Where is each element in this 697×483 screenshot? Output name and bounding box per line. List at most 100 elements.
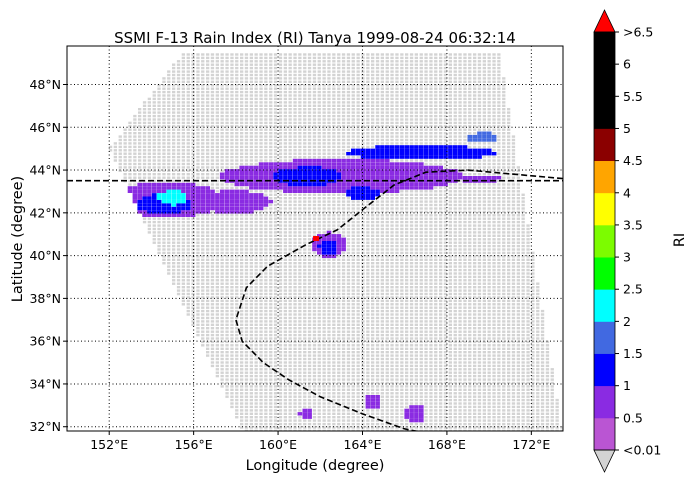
- swath-pixel: [244, 361, 249, 364]
- swath-pixel: [434, 238, 438, 241]
- swath-pixel: [511, 426, 516, 429]
- swath-pixel: [487, 289, 491, 292]
- swath-pixel: [424, 217, 428, 220]
- chart-title: SSMI F-13 Rain Index (RI) Tanya 1999-08-…: [114, 29, 516, 47]
- swath-pixel: [235, 316, 239, 320]
- swath-pixel: [254, 351, 258, 354]
- swath-pixel: [468, 419, 472, 422]
- swath-pixel: [453, 330, 457, 333]
- swath-pixel: [424, 340, 428, 344]
- swath-pixel: [259, 238, 263, 241]
- swath-pixel: [375, 279, 380, 282]
- swath-pixel: [405, 193, 409, 196]
- swath-pixel: [371, 351, 375, 354]
- swath-pixel: [468, 337, 472, 340]
- swath-pixel: [521, 234, 525, 237]
- swath-pixel: [439, 320, 443, 323]
- swath-pixel: [371, 289, 375, 292]
- swath-pixel: [385, 306, 389, 309]
- swath-pixel: [482, 309, 486, 313]
- swath-pixel: [303, 385, 307, 388]
- swath-pixel: [390, 426, 394, 429]
- swath-pixel: [434, 388, 438, 391]
- swath-pixel: [346, 429, 351, 431]
- swath-pixel: [385, 374, 389, 378]
- swath-pixel: [409, 248, 414, 251]
- swath-pixel: [332, 327, 336, 330]
- swath-pixel: [254, 422, 258, 426]
- swath-pixel: [497, 207, 501, 210]
- swath-pixel: [507, 347, 511, 350]
- swath-pixel: [341, 313, 346, 316]
- swath-pixel: [497, 289, 501, 292]
- swath-pixel: [429, 231, 433, 234]
- swath-pixel: [215, 227, 219, 231]
- swath-pixel: [356, 286, 360, 289]
- swath-pixel: [477, 409, 482, 412]
- swath-pixel: [400, 330, 404, 333]
- swath-pixel: [477, 333, 482, 337]
- swath-pixel: [235, 357, 239, 361]
- swath-pixel: [191, 258, 195, 261]
- swath-pixel: [293, 340, 297, 344]
- swath-pixel: [356, 255, 360, 258]
- swath-pixel: [473, 327, 477, 330]
- swath-pixel: [482, 183, 486, 186]
- swath-pixel: [453, 316, 457, 320]
- swath-pixel: [424, 337, 428, 340]
- swath-pixel: [186, 279, 190, 282]
- swath-pixel: [409, 323, 414, 326]
- swath-pixel: [424, 214, 428, 217]
- swath-pixel: [273, 286, 278, 289]
- swath-pixel: [142, 217, 147, 220]
- swath-pixel: [346, 354, 351, 357]
- swath-pixel: [536, 323, 540, 326]
- swath-pixel: [259, 220, 263, 224]
- swath-pixel: [240, 258, 244, 261]
- swath-pixel: [337, 381, 341, 385]
- swath-pixel: [477, 416, 482, 419]
- swath-pixel: [249, 422, 253, 426]
- swath-pixel: [249, 327, 253, 330]
- swath-pixel: [429, 419, 433, 422]
- swath-pixel: [269, 262, 273, 265]
- swath-pixel: [516, 323, 520, 326]
- swath-pixel: [380, 361, 384, 364]
- swath-pixel: [434, 248, 438, 251]
- swath-pixel: [293, 210, 297, 214]
- swath-pixel: [463, 210, 467, 214]
- swath-pixel: [434, 361, 438, 364]
- swath-pixel: [317, 255, 321, 258]
- swath-pixel: [429, 364, 433, 368]
- swath-pixel: [366, 374, 370, 378]
- swath-pixel: [390, 361, 394, 364]
- swath-pixel: [249, 398, 253, 402]
- swath-pixel: [443, 422, 448, 426]
- swath-pixel: [303, 275, 307, 279]
- swath-pixel: [453, 409, 457, 412]
- swath-pixel: [322, 374, 326, 378]
- swath-pixel: [210, 210, 215, 214]
- swath-pixel: [327, 197, 331, 200]
- swath-pixel: [303, 402, 307, 405]
- swath-pixel: [516, 210, 520, 214]
- swath-pixel: [322, 200, 326, 203]
- swath-pixel: [341, 422, 346, 426]
- swath-pixel: [424, 238, 428, 241]
- swath-pixel: [186, 292, 190, 296]
- swath-pixel: [477, 429, 482, 431]
- swath-pixel: [395, 368, 399, 371]
- swath-pixel: [269, 258, 273, 261]
- swath-pixel: [487, 299, 491, 303]
- swath-pixel: [540, 398, 545, 402]
- swath-pixel: [191, 306, 195, 309]
- swath-pixel: [414, 292, 418, 296]
- swath-pixel: [273, 426, 278, 429]
- swath-pixel: [278, 392, 283, 395]
- swath-pixel: [468, 203, 472, 207]
- swath-pixel: [458, 429, 462, 431]
- swath-pixel: [240, 416, 244, 419]
- swath-pixel: [307, 234, 312, 237]
- swath-pixel: [244, 309, 249, 313]
- swath-pixel: [429, 262, 433, 265]
